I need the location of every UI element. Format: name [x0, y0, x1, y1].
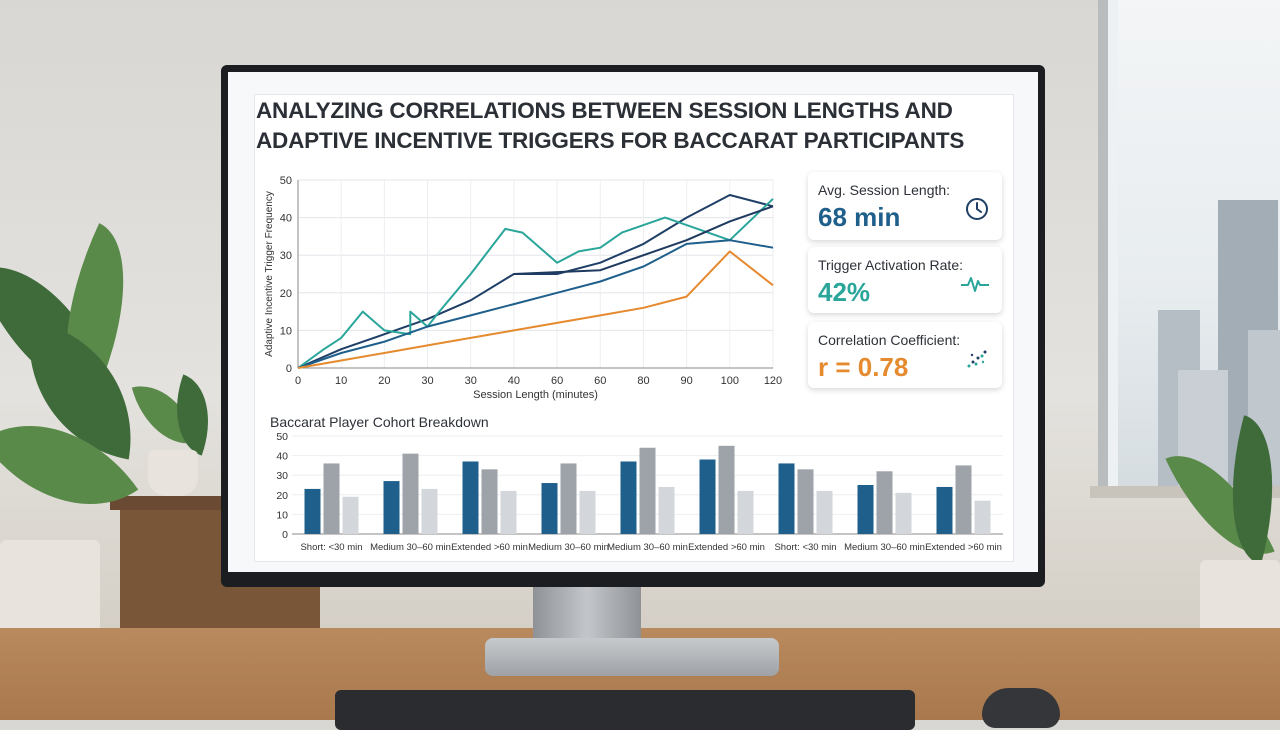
- line-chart: 0 10 20 30 40 50 0 10 20 30 30 40 60 60 80 90 100 120 Sess…: [264, 175, 782, 401]
- x-tick-label: 40: [508, 375, 520, 387]
- category-label: Extended >60 min: [451, 542, 528, 553]
- y-axis-label: Adaptive Incentive Trigger Frequency: [264, 191, 275, 357]
- monitor-screen: ANALYZING CORRELATIONS BETWEEN SESSION L…: [228, 72, 1038, 572]
- x-tick-label: 10: [335, 375, 347, 387]
- series-line-2: [297, 239, 774, 369]
- kpi-card-correlation: Correlation Coefficient: r = 0.78: [808, 322, 1002, 388]
- bar: [699, 459, 716, 534]
- category-label: Short: <30 min: [300, 542, 362, 553]
- category-label: Medium 30–60 min: [370, 542, 451, 553]
- kpi-value: 42%: [818, 277, 871, 307]
- category-label: Extended >60 min: [925, 542, 1002, 553]
- kpi-label: Avg. Session Length:: [818, 182, 951, 198]
- x-tick-label: 20: [378, 375, 390, 387]
- y-tick-label: 10: [276, 509, 288, 521]
- category-label: Short: <30 min: [774, 542, 836, 553]
- window: [1098, 0, 1280, 490]
- bar: [876, 471, 893, 534]
- y-tick-label: 10: [280, 325, 292, 337]
- x-axis-label: Session Length (minutes): [473, 389, 598, 401]
- bar: [323, 463, 340, 534]
- category-label: Extended >60 min: [688, 542, 765, 553]
- y-tick-label: 30: [280, 250, 292, 262]
- x-tick-label: 100: [721, 375, 739, 387]
- dashboard-title: ANALYZING CORRELATIONS BETWEEN SESSION L…: [256, 96, 1016, 156]
- bar: [481, 469, 498, 534]
- bar: [936, 486, 953, 534]
- kpi-card-trigger-rate: Trigger Activation Rate: 42%: [808, 247, 1002, 313]
- kpi-value: 68 min: [818, 202, 901, 232]
- y-tick-label: 20: [280, 288, 292, 300]
- bar: [304, 488, 321, 534]
- bar: [579, 490, 596, 534]
- x-tick-label: 30: [421, 375, 433, 387]
- category-label: Medium 30–60 min: [607, 542, 688, 553]
- kpi-card-avg-session: Avg. Session Length: 68 min: [808, 172, 1002, 240]
- keyboard: [335, 690, 915, 730]
- bar: [955, 465, 972, 534]
- pulse-icon: [961, 277, 989, 292]
- bar: [421, 488, 438, 534]
- bar: [816, 490, 833, 534]
- bar: [658, 486, 675, 534]
- monitor-base: [485, 638, 779, 676]
- bar: [620, 461, 637, 534]
- bar: [895, 492, 912, 534]
- x-tick-label: 90: [681, 375, 693, 387]
- x-tick-label: 60: [551, 375, 563, 387]
- series-line-4: [513, 205, 774, 275]
- bar: [974, 500, 991, 534]
- bar: [718, 445, 735, 534]
- mouse: [982, 688, 1060, 728]
- title-line-2: ADAPTIVE INCENTIVE TRIGGERS FOR BACCARAT…: [256, 128, 965, 153]
- bar: [541, 483, 558, 534]
- y-tick-label: 40: [280, 213, 292, 225]
- bar: [639, 447, 656, 534]
- bar: [857, 485, 874, 534]
- x-tick-label: 80: [637, 375, 649, 387]
- kpi-label: Correlation Coefficient:: [818, 332, 961, 348]
- x-tick-label: 30: [465, 375, 477, 387]
- bar: [737, 490, 754, 534]
- y-tick-label: 50: [280, 175, 292, 187]
- kpi-label: Trigger Activation Rate:: [818, 257, 963, 273]
- series-line-3: [297, 250, 774, 369]
- y-tick-label: 20: [276, 490, 288, 502]
- bar: [560, 463, 577, 534]
- bar: [383, 481, 400, 534]
- bar-chart: 0 10 20 30 40 50 Short: <30 min Medium 30–60 mi…: [276, 432, 1003, 553]
- kpi-value: r = 0.78: [818, 352, 909, 382]
- x-tick-label: 120: [764, 375, 782, 387]
- bar: [778, 463, 795, 534]
- cohort-chart-title: Baccarat Player Cohort Breakdown: [270, 414, 489, 430]
- y-tick-label: 50: [276, 432, 288, 443]
- y-tick-label: 0: [286, 363, 292, 375]
- category-label: Medium 30–60 min: [528, 542, 609, 553]
- bar: [462, 461, 479, 534]
- scatter-icon: [967, 350, 987, 368]
- x-tick-label: 0: [295, 375, 301, 387]
- bar: [797, 469, 814, 534]
- x-tick-label: 60: [594, 375, 606, 387]
- bar: [342, 496, 359, 534]
- category-label: Medium 30–60 min: [844, 542, 925, 553]
- title-line-1: ANALYZING CORRELATIONS BETWEEN SESSION L…: [256, 98, 953, 123]
- y-tick-label: 0: [282, 529, 288, 541]
- series-line-1: [297, 198, 774, 369]
- y-tick-label: 30: [276, 470, 288, 482]
- y-tick-label: 40: [276, 451, 288, 463]
- bar: [402, 453, 419, 534]
- bar: [500, 490, 517, 534]
- monitor-stand: [533, 584, 641, 644]
- clock-icon: [966, 198, 988, 220]
